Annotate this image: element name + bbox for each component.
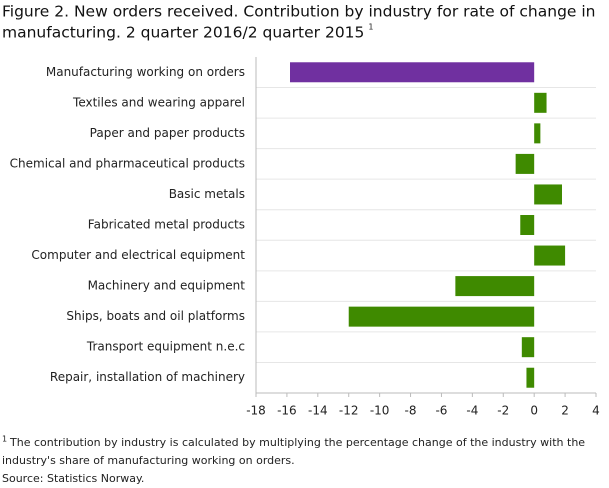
x-tick-label: -10	[370, 404, 390, 418]
x-tick-label: 0	[530, 404, 538, 418]
x-tick-label: 4	[592, 404, 600, 418]
bar	[534, 123, 541, 144]
x-tick-label: -12	[339, 404, 359, 418]
y-tick-label: Textiles and wearing apparel	[72, 95, 245, 109]
y-tick-label: Fabricated metal products	[88, 218, 245, 232]
x-tick-label: -2	[497, 404, 509, 418]
x-tick-label: -4	[466, 404, 478, 418]
bar	[534, 92, 547, 113]
bar	[526, 367, 535, 388]
footnote: The contribution by industry is calculat…	[9, 436, 585, 449]
bar	[520, 215, 535, 235]
chart-title: manufacturing. 2 quarter 2016/2 quarter …	[2, 24, 364, 42]
y-tick-label: Transport equipment n.e.c	[86, 340, 245, 354]
footnote: industry's share of manufacturing workin…	[2, 454, 295, 467]
y-tick-label: Repair, installation of machinery	[50, 370, 245, 384]
y-tick-label: Ships, boats and oil platforms	[66, 309, 245, 323]
bar	[455, 276, 535, 297]
x-tick-label: -8	[405, 404, 417, 418]
y-tick-label: Computer and electrical equipment	[31, 248, 245, 262]
bar	[521, 337, 535, 358]
bar	[290, 62, 535, 83]
x-tick-label: -18	[246, 404, 266, 418]
bar	[534, 184, 562, 205]
chart-title: Figure 2. New orders received. Contribut…	[2, 3, 596, 21]
y-tick-label: Manufacturing working on orders	[46, 65, 245, 79]
x-tick-label: -6	[435, 404, 447, 418]
x-tick-label: -14	[308, 404, 328, 418]
y-tick-label: Machinery and equipment	[88, 279, 246, 293]
y-tick-label: Basic metals	[169, 187, 245, 201]
bar	[515, 153, 535, 174]
footnote-mark: 1	[368, 23, 373, 32]
footnote-mark: 1	[2, 435, 7, 444]
y-tick-label: Chemical and pharmaceutical products	[10, 156, 245, 170]
bar	[534, 245, 566, 266]
x-tick-label: 2	[561, 404, 569, 418]
y-tick-label: Paper and paper products	[90, 126, 245, 140]
source: Source: Statistics Norway.	[2, 472, 144, 485]
x-tick-label: -16	[277, 404, 297, 418]
bar	[348, 306, 535, 327]
